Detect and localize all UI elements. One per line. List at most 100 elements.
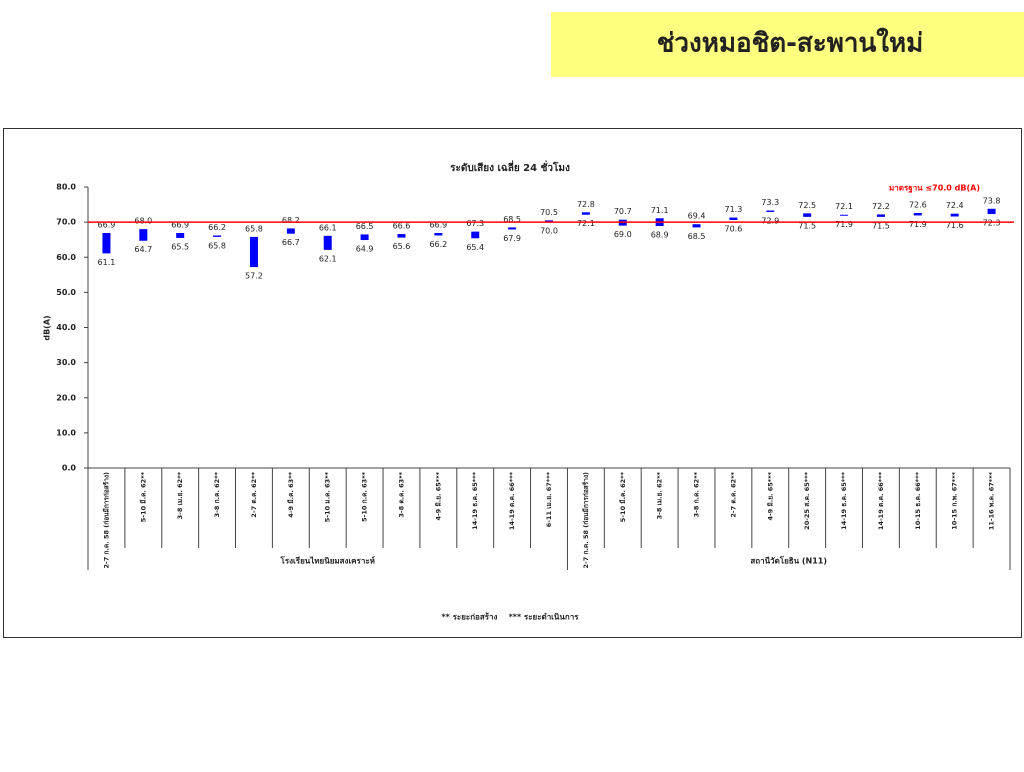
bar [397,234,406,238]
x-tick-label: 14-19 ธ.ค. 65*** [840,471,848,529]
low-label: 71.9 [909,220,927,229]
bar [176,233,185,238]
y-tick-label: 70.0 [56,218,76,227]
x-tick-label: 6-11 เม.ย. 67*** [545,471,553,527]
low-label: 64.7 [134,245,152,254]
low-label: 71.9 [835,220,853,229]
bar [913,212,922,216]
y-axis-label: dB(A) [43,315,52,340]
high-label: 66.9 [171,221,189,230]
x-tick-label: 20-25 ส.ค. 65*** [803,471,811,529]
high-label: 66.2 [208,223,226,232]
bar [692,224,701,228]
x-tick-label: 14-19 ธ.ค. 65*** [471,471,479,529]
high-label: 70.5 [540,208,558,217]
high-label: 72.4 [946,201,964,210]
high-label: 68.2 [282,216,300,225]
low-label: 61.1 [98,258,116,267]
high-label: 72.2 [872,202,890,211]
low-label: 68.5 [688,232,706,241]
high-label: 66.9 [429,221,447,230]
low-label: 57.2 [245,272,263,281]
bar [729,217,738,221]
x-tick-label: 10-15 ธ.ค. 66*** [914,471,922,529]
high-label: 73.8 [983,196,1001,205]
y-tick-label: 20.0 [56,393,76,402]
bar [471,231,480,239]
header-title: ช่วงหมอชิต-สะพานใหม่ [657,28,923,59]
high-label: 70.7 [614,207,632,216]
high-label: 68.5 [503,215,521,224]
high-label: 69.4 [688,212,706,221]
low-label: 71.5 [872,221,890,230]
low-label: 72.1 [577,219,595,228]
chart-frame [3,128,1022,638]
high-label: 72.1 [835,202,853,211]
low-label: 70.6 [724,225,742,234]
bar [323,235,332,250]
low-label: 62.1 [319,254,337,263]
low-label: 70.0 [540,227,558,236]
bar [434,233,443,236]
high-label: 71.3 [724,205,742,214]
bar [213,235,222,237]
x-tick-label: 11-16 พ.ค. 67*** [988,471,996,530]
group-label: โรงเรียนไทยนิยมสงเคราะห์ [280,556,375,566]
x-tick-label: 3-8 ก.ค. 62** [213,471,221,517]
low-label: 69.0 [614,230,632,239]
high-label: 72.8 [577,200,595,209]
bar [987,208,996,215]
low-label: 65.4 [466,243,484,252]
bar [950,213,959,217]
high-label: 66.5 [356,222,374,231]
bar [840,214,849,216]
high-label: 72.6 [909,200,927,209]
x-tick-label: 3-8 เม.ย. 62** [656,471,664,519]
x-tick-label: 2-7 ก.ค. 58 (ก่อนมีการก่อสร้าง) [101,472,110,569]
high-label: 68.0 [134,217,152,226]
bar [139,229,148,241]
x-tick-label: 2-7 ก.ค. 58 (ก่อนมีการก่อสร้าง) [581,472,590,569]
x-tick-label: 5-10 มี.ค. 62** [619,471,627,522]
x-tick-label: 5-10 ม.ค. 63** [324,471,332,522]
y-tick-label: 50.0 [56,288,76,297]
high-label: 72.5 [798,201,816,210]
low-label: 68.9 [651,230,669,239]
x-tick-label: 4-9 มี.ค. 63** [287,471,295,517]
low-label: 71.5 [798,221,816,230]
bar [360,234,369,241]
footnote: ** ระยะก่อสร้าง *** ระยะดำเนินการ [441,612,579,622]
low-label: 65.5 [171,242,189,251]
x-tick-label: 3-8 เม.ย. 62** [176,471,184,519]
low-label: 72.9 [761,216,779,225]
high-label: 66.1 [319,223,337,232]
low-label: 71.6 [946,221,964,230]
low-label: 66.2 [429,240,447,249]
x-tick-label: 4-9 มิ.ย. 65*** [434,471,442,520]
x-tick-label: 4-9 มิ.ย. 65*** [766,471,774,520]
x-tick-label: 10-15 ก.พ. 67*** [951,471,959,529]
x-tick-label: 2-7 ต.ค. 62** [250,471,258,517]
x-tick-label: 5-10 มี.ค. 62** [139,471,147,522]
x-tick-label: 14-19 ต.ค. 66*** [508,471,516,530]
y-tick-label: 80.0 [56,183,76,192]
x-tick-label: 3-8 ก.ค. 62** [693,471,701,517]
high-label: 73.3 [761,198,779,207]
high-label: 66.9 [98,221,116,230]
bar [545,220,553,223]
low-label: 72.3 [983,219,1001,228]
bar [102,233,111,254]
low-label: 67.9 [503,234,521,243]
high-label: 67.3 [466,219,484,228]
high-label: 65.8 [245,224,263,233]
high-label: 71.1 [651,206,669,215]
chart-title: ระดับเสียง เฉลี่ย 24 ชั่วโมง [450,160,570,174]
y-tick-label: 60.0 [56,253,76,262]
x-tick-label: 2-7 ต.ค. 62** [729,471,737,517]
y-tick-label: 40.0 [56,323,76,332]
x-tick-label: 14-19 ต.ค. 66*** [877,471,885,530]
x-tick-label: 3-8 ต.ค. 63** [397,471,405,517]
bar [803,213,812,217]
